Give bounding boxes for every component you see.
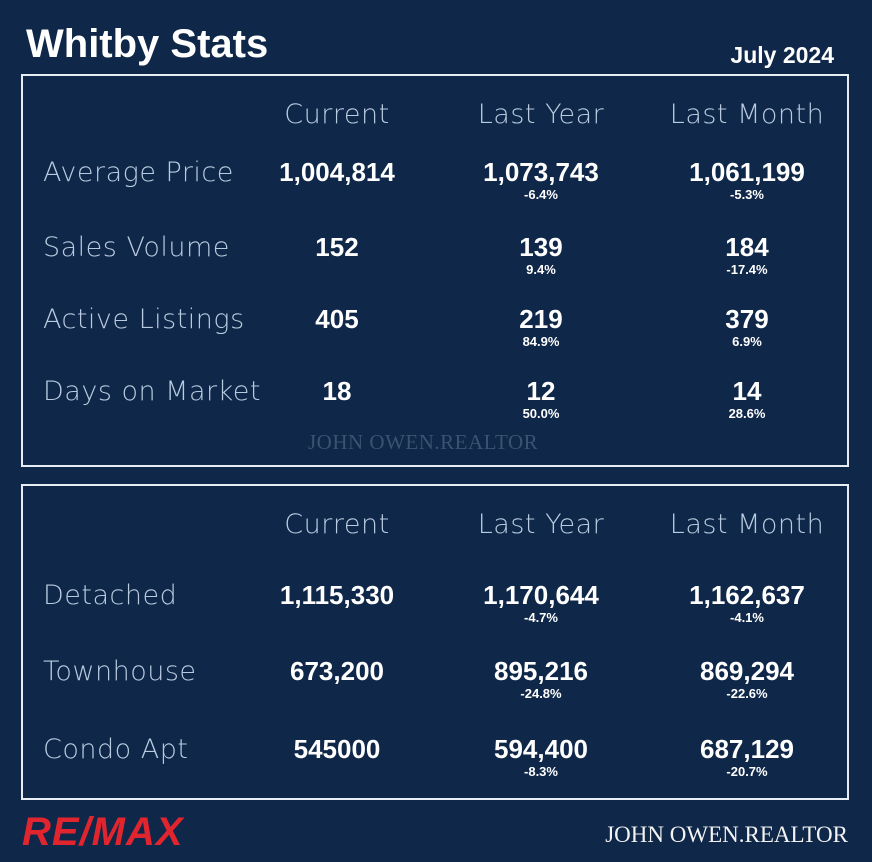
value: 12 (526, 376, 556, 406)
value: 152 (315, 232, 359, 262)
date: July 2024 (730, 42, 834, 68)
change: -24.8% (520, 686, 562, 701)
value: 14 (732, 376, 762, 406)
value: 405 (315, 304, 359, 334)
row-label: Condo Apt (43, 734, 189, 765)
change: 6.9% (732, 334, 762, 349)
value: 1,170,644 (483, 580, 599, 610)
value: 594,400 (494, 734, 588, 764)
change: -8.3% (524, 764, 558, 779)
value: 687,129 (700, 734, 794, 764)
change: -6.4% (524, 187, 558, 202)
change: -4.7% (524, 610, 558, 625)
value: 895,216 (494, 656, 588, 686)
value: 379 (725, 304, 769, 334)
value: 1,162,637 (689, 580, 805, 610)
value: 673,200 (290, 656, 384, 686)
value: 1,115,330 (279, 580, 395, 610)
row-label: Townhouse (43, 656, 197, 687)
value: 18 (322, 376, 352, 406)
column-header: Last Month (669, 99, 825, 130)
change: -5.3% (730, 187, 764, 202)
column-header: Last Month (669, 509, 825, 540)
brand: JOHN OWEN.REALTOR (605, 822, 848, 847)
value: 1,061,199 (689, 157, 805, 187)
panel (21, 74, 849, 467)
column-header: Current (284, 99, 390, 130)
panel (21, 484, 849, 800)
value: 545000 (293, 734, 381, 764)
column-header: Current (284, 509, 390, 540)
value: 139 (519, 232, 563, 262)
value: 184 (725, 232, 769, 262)
row-label: Detached (43, 580, 178, 611)
watermark: JOHN OWEN.REALTOR (308, 430, 539, 454)
row-label: Sales Volume (43, 232, 230, 263)
change: 9.4% (526, 262, 556, 277)
change: -4.1% (730, 610, 764, 625)
row-label: Active Listings (43, 304, 245, 335)
change: 84.9% (522, 334, 560, 349)
change: -22.6% (726, 686, 768, 701)
row-label: Average Price (43, 157, 234, 188)
change: 50.0% (522, 406, 560, 421)
logo: RE/MAX (22, 810, 184, 854)
column-header: Last Year (477, 99, 605, 130)
change: -20.7% (726, 764, 768, 779)
value: 219 (519, 304, 563, 334)
title: Whitby Stats (26, 22, 269, 66)
column-header: Last Year (477, 509, 605, 540)
change: 28.6% (728, 406, 766, 421)
row-label: Days on Market (43, 376, 261, 407)
value: 1,073,743 (483, 157, 599, 187)
value: 869,294 (700, 656, 794, 686)
change: -17.4% (726, 262, 768, 277)
value: 1,004,814 (279, 157, 395, 187)
